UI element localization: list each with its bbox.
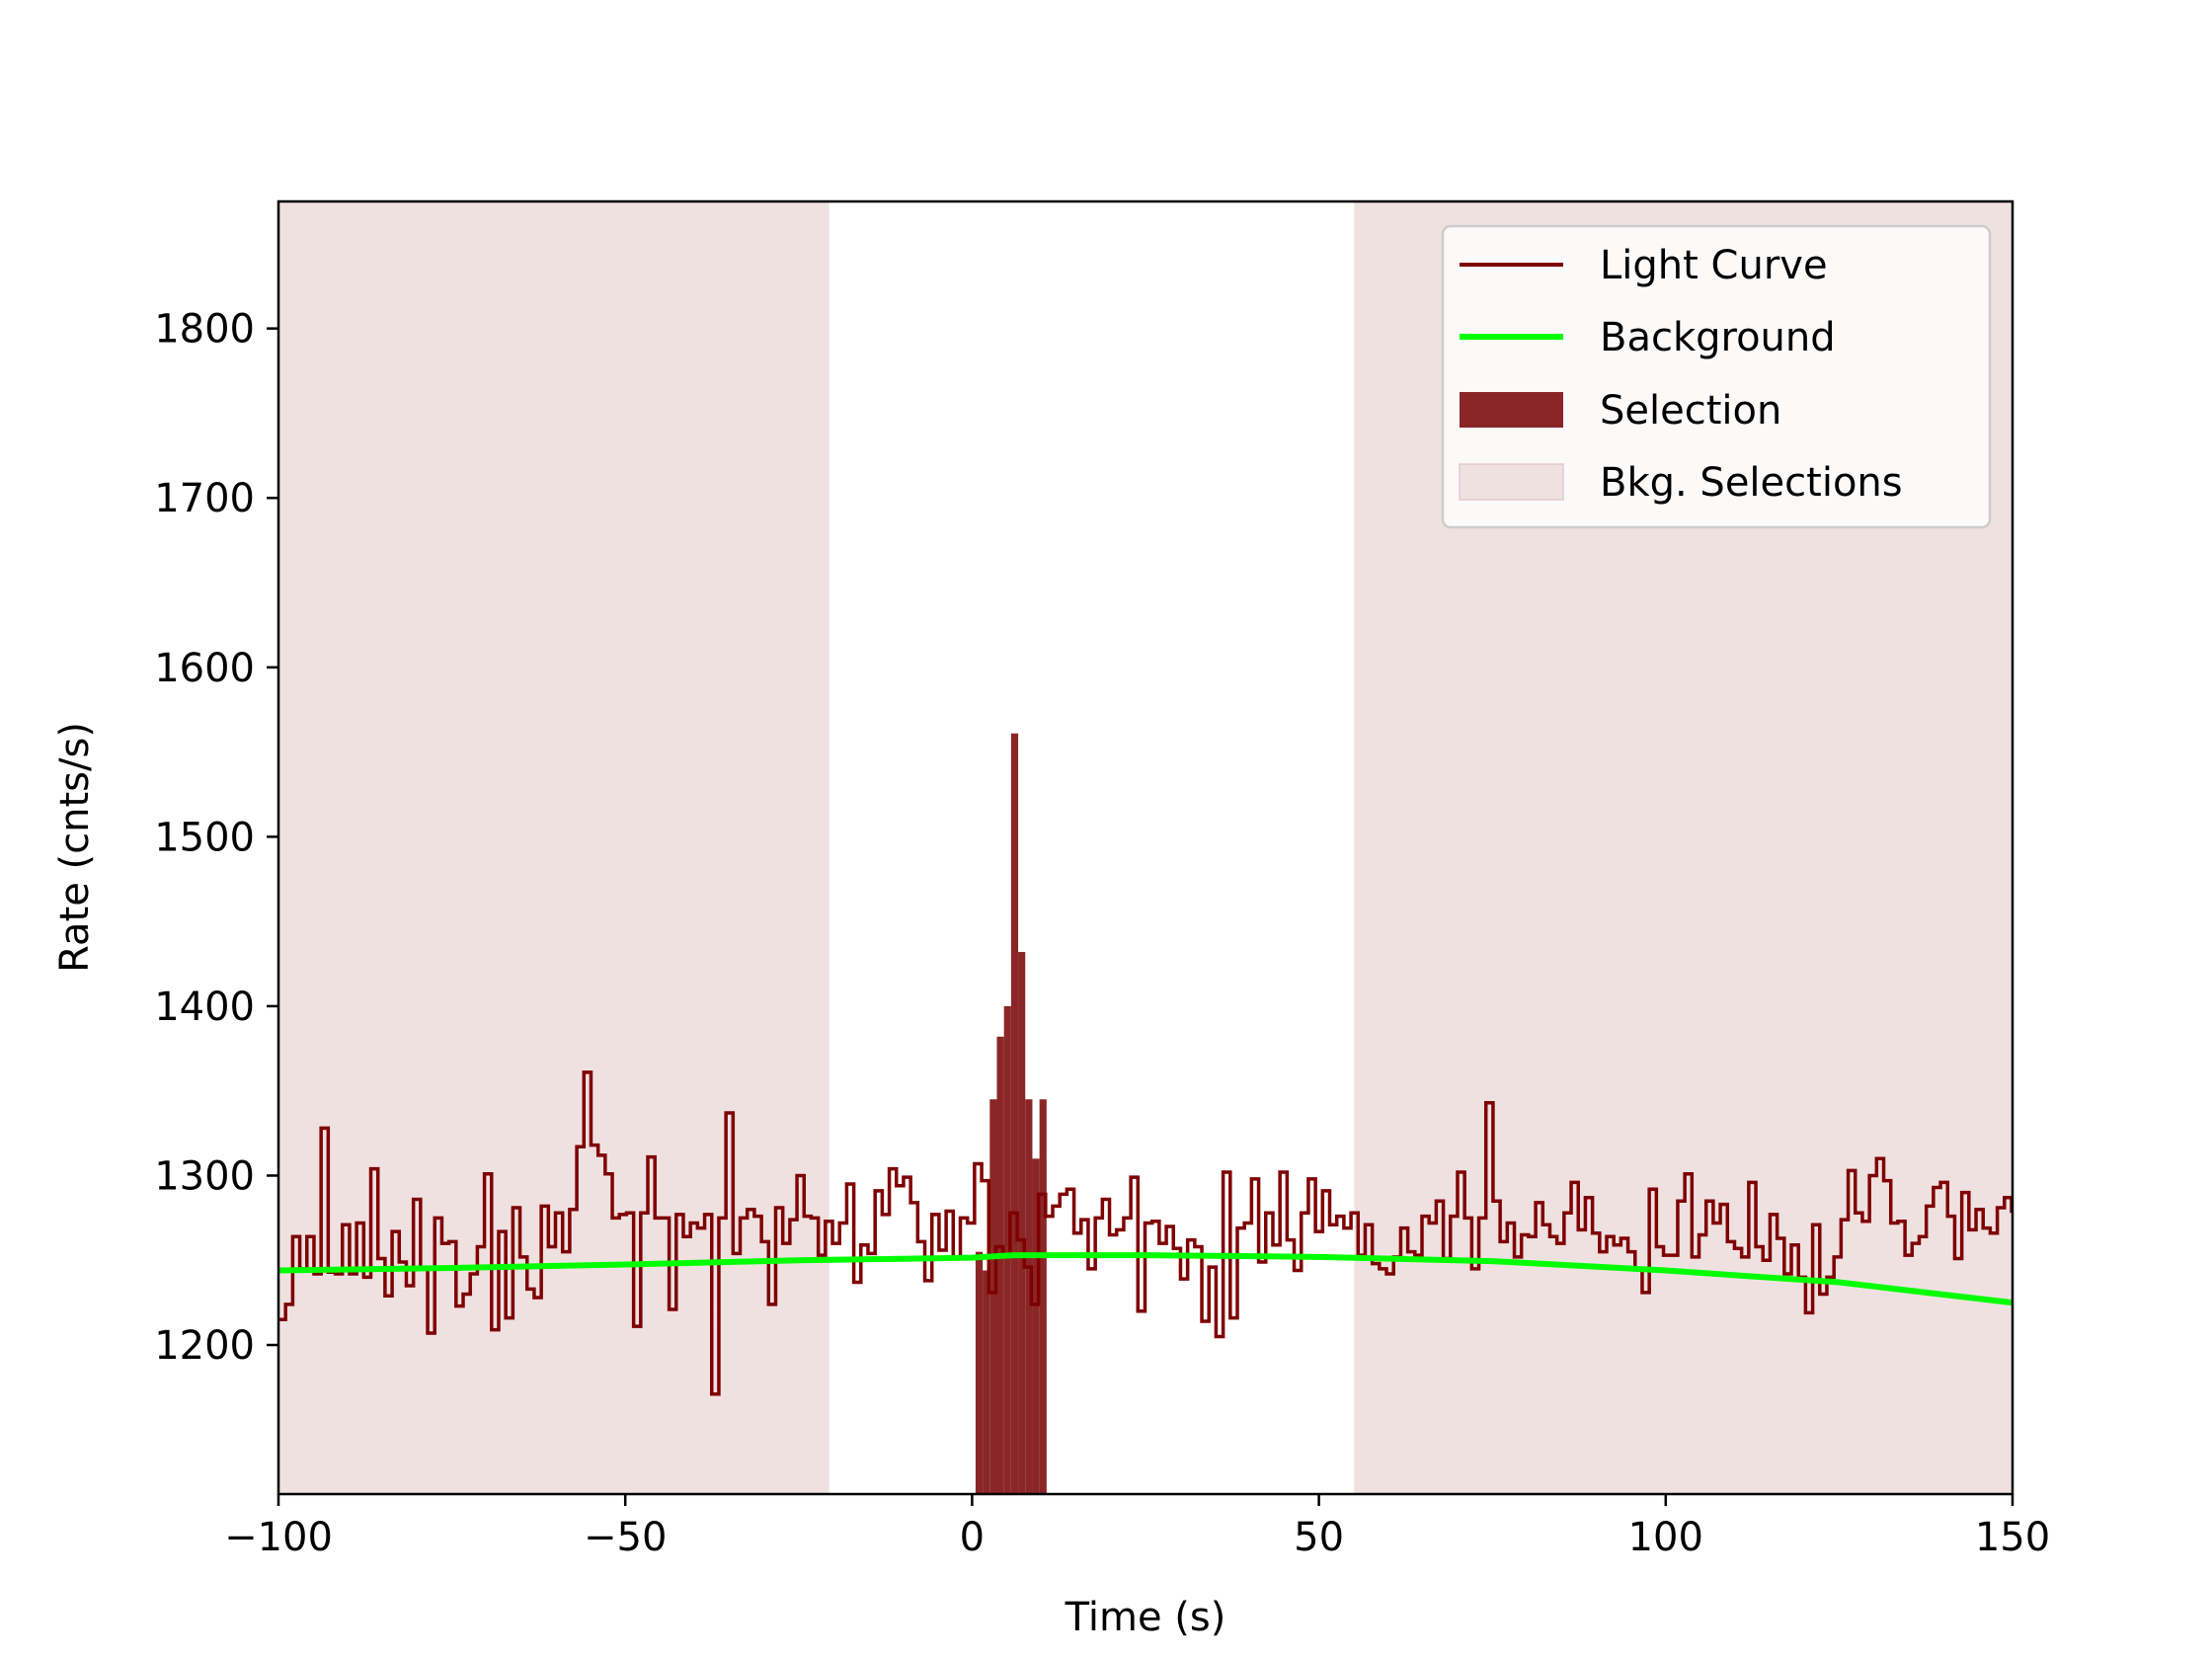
x-axis-label: Time (s) [1065,1595,1226,1640]
x-axis-ticks: −100 −50 0 50 100 150 [224,1494,2050,1560]
legend-selection-label: Selection [1600,388,1781,434]
x-tick-label: −100 [224,1515,333,1560]
y-tick-label: 1300 [154,1153,255,1199]
y-tick-label: 1800 [154,307,255,353]
selection-bar [1025,1099,1033,1494]
legend-box [1441,224,1992,529]
light-curve-series [278,1070,2013,1396]
legend-background-label: Background [1600,315,1836,360]
selection-bar [1010,733,1019,1494]
x-tick-label: −50 [584,1515,667,1560]
background-series [278,1252,2013,1306]
selection-bar [975,1251,984,1494]
y-tick-label: 1700 [154,476,255,521]
selection-layer [975,733,1047,1494]
legend-bkg-selections-label: Bkg. Selections [1600,460,1903,506]
axes-frame [276,199,2014,1496]
x-tick-label: 50 [1294,1515,1344,1560]
y-tick-label: 1600 [154,646,255,691]
x-tick-label: 100 [1628,1515,1703,1560]
legend-selection-swatch [1460,392,1563,428]
legend: Light Curve Background Selection Bkg. Se… [1441,224,1992,529]
y-axis-label: Rate (cnts/s) [52,722,98,973]
x-tick-label: 150 [1975,1515,2050,1560]
selection-bar [1039,1099,1047,1494]
selection-bar [983,1270,990,1494]
selection-bar [989,1099,997,1494]
y-tick-label: 1500 [154,815,255,860]
selection-bar [1032,1158,1040,1494]
y-tick-label: 1200 [154,1323,255,1369]
bkg-selection-band-1 [278,201,830,1494]
selection-bar [996,1036,1004,1494]
selection-bar [1003,1005,1011,1494]
selection-bar [1018,952,1026,1494]
y-axis-ticks: 1200 1300 1400 1500 1600 1700 1800 [154,307,278,1369]
legend-bkg-selections-swatch [1459,463,1564,501]
legend-light-curve-label: Light Curve [1600,243,1828,288]
x-tick-label: 0 [960,1515,985,1560]
y-tick-label: 1400 [154,985,255,1030]
